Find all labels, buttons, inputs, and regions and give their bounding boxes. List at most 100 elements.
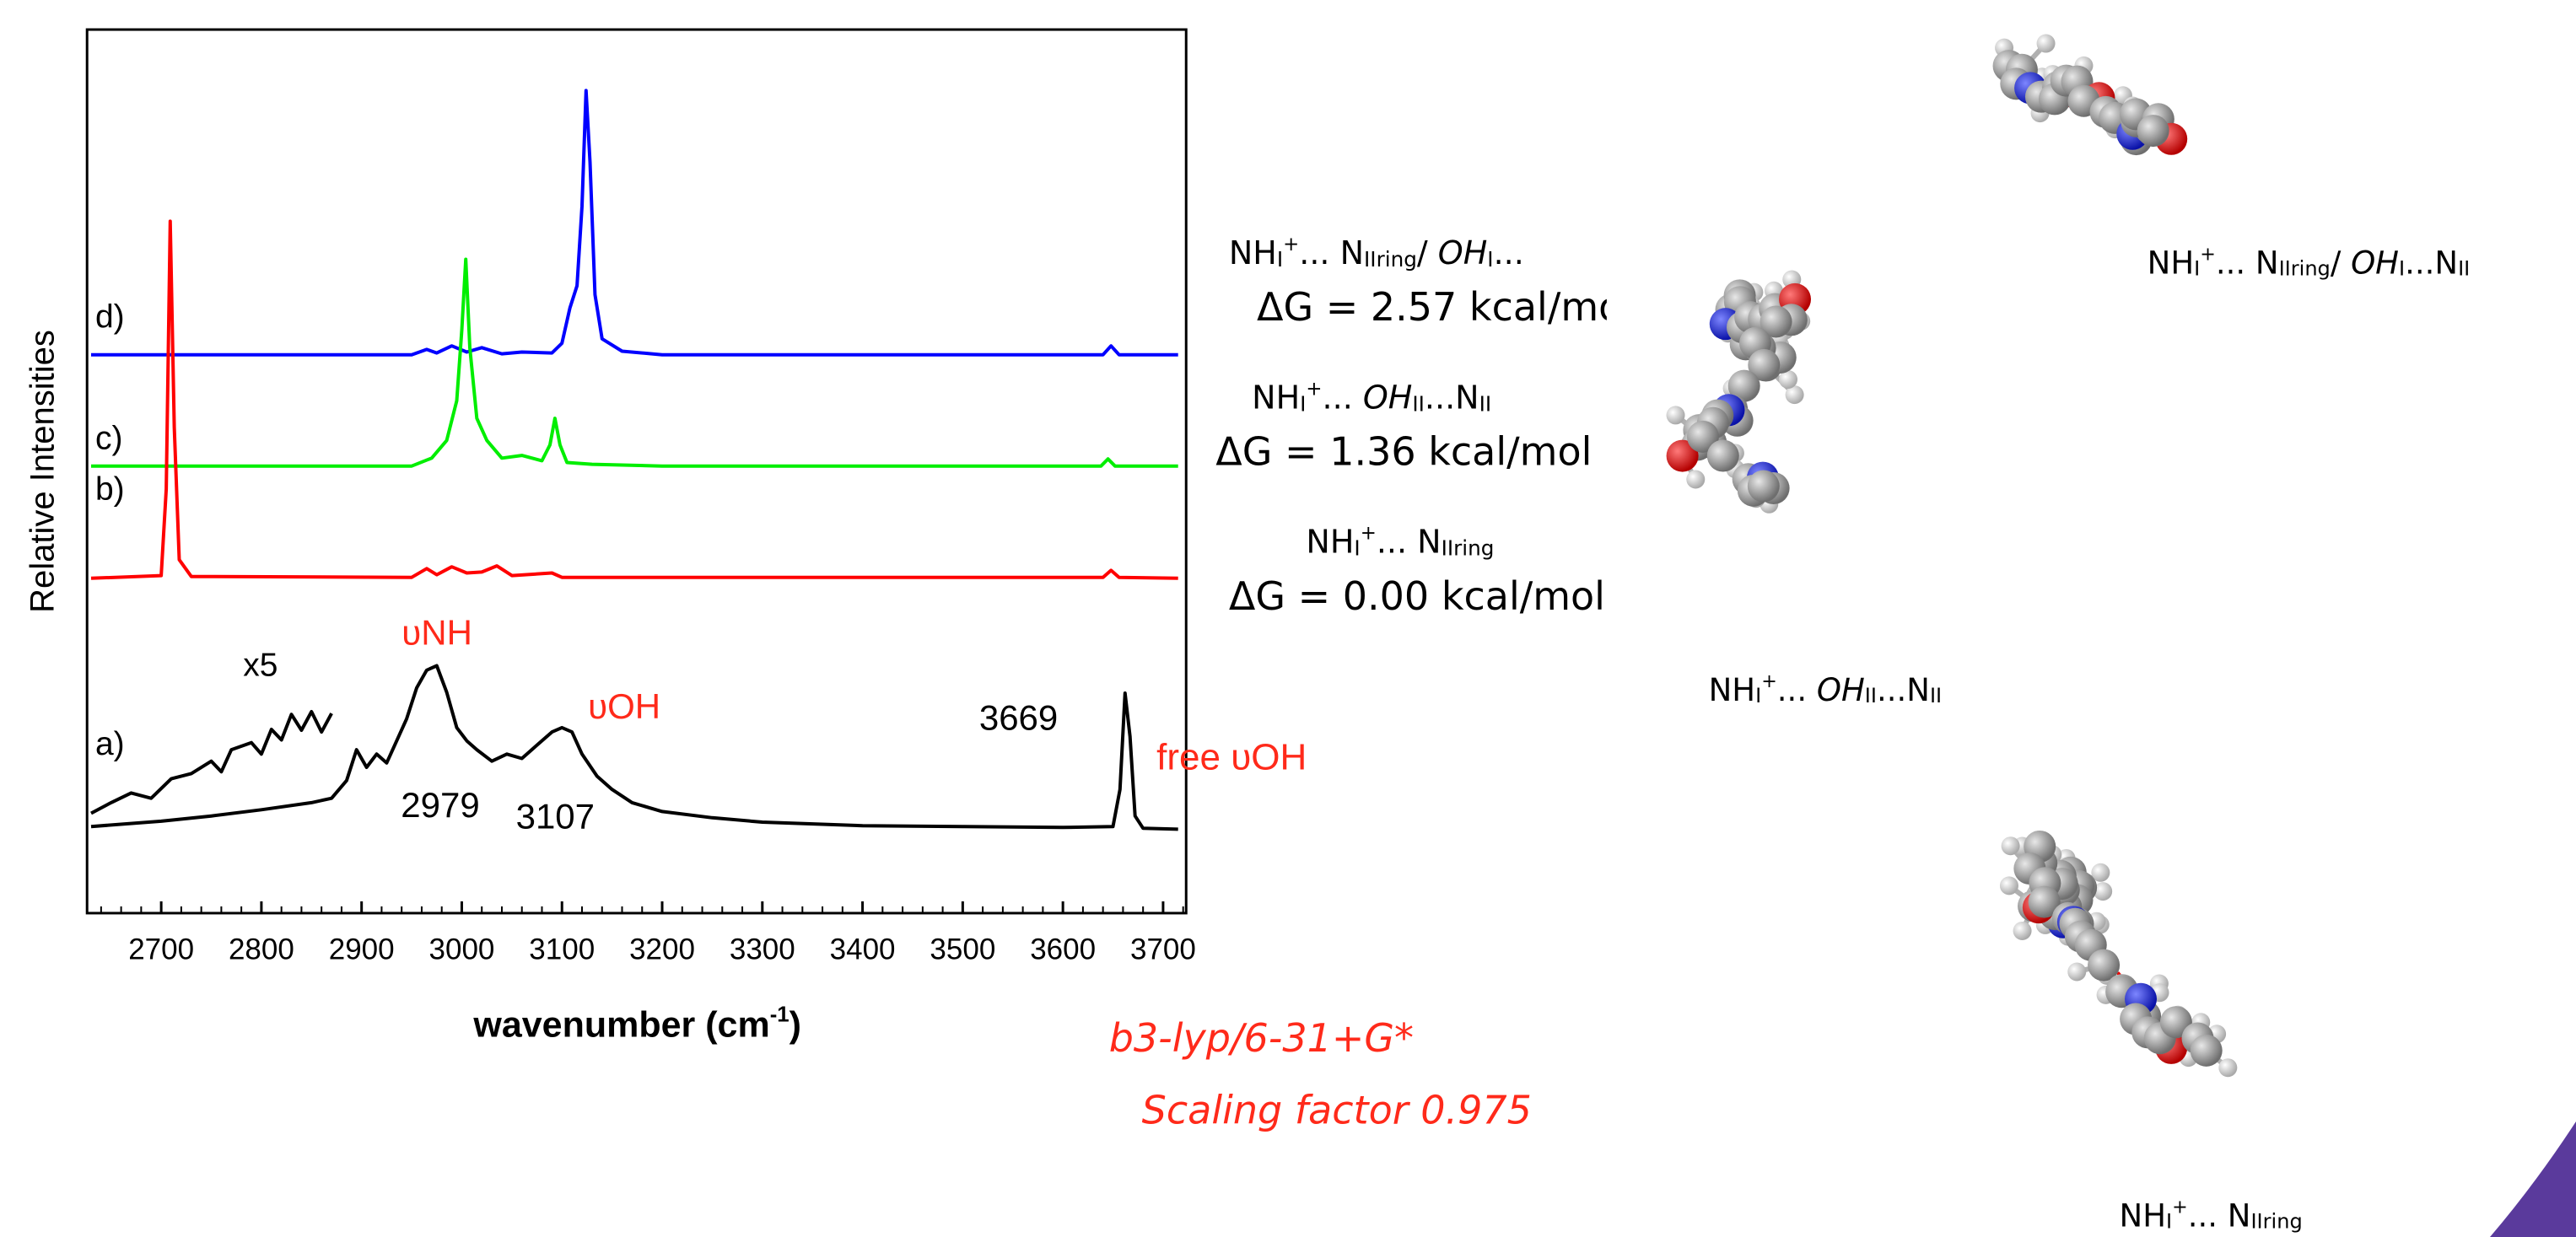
text-part: NH xyxy=(1229,234,1277,272)
text-part: ...N xyxy=(1425,379,1479,416)
x-tick-label: 2800 xyxy=(229,933,294,965)
conformer-name: NHI+... OHII...NII xyxy=(1252,378,1491,416)
text-part: ... N xyxy=(2188,1197,2251,1234)
text-part: OH xyxy=(1363,379,1412,416)
atom xyxy=(1686,470,1705,488)
atom xyxy=(2013,922,2032,940)
molecule xyxy=(1938,747,2472,1170)
text-part: II xyxy=(2458,257,2470,281)
text-part: I xyxy=(2166,1209,2172,1233)
atom xyxy=(2067,963,2086,982)
text-part: IIring xyxy=(1364,247,1417,272)
text-part: / xyxy=(1417,234,1438,272)
text-part: ... N xyxy=(1299,234,1364,272)
conformer-energy: ΔG = 0.00 kcal/mol xyxy=(1229,573,1605,619)
text-part: + xyxy=(1361,522,1377,544)
text-part: OH xyxy=(1438,234,1487,272)
method-note: b3-lyp/6-31+G* xyxy=(1109,1015,1414,1061)
text-part: ... N xyxy=(2216,245,2279,281)
text-part: NH xyxy=(1252,379,1300,416)
series-label: b) xyxy=(95,471,125,508)
annotation: υOH xyxy=(588,686,660,726)
text-part: OH xyxy=(2351,245,2399,281)
text-part: IIring xyxy=(2279,257,2331,281)
series-label: c) xyxy=(95,421,122,457)
atom xyxy=(1667,406,1685,424)
conformer-energy: ΔG = 1.36 kcal/mol xyxy=(1215,429,1592,475)
text-part: NH xyxy=(1306,524,1354,561)
text-part: I xyxy=(1755,684,1761,707)
conformer-name: NHI+... NIIring/ OHI... xyxy=(1229,234,1524,272)
scaling-note: Scaling factor 0.975 xyxy=(1142,1088,1532,1133)
text-part: I xyxy=(1354,536,1360,561)
annotation: 3669 xyxy=(979,698,1058,738)
x-tick-label: 3100 xyxy=(529,933,595,965)
annotation: 2979 xyxy=(401,785,479,825)
text-part: OH xyxy=(1817,672,1865,708)
annotation: free υOH xyxy=(1156,736,1307,777)
text-part: I xyxy=(1300,391,1306,416)
annotation: 3107 xyxy=(516,797,595,836)
x-tick-label: 3300 xyxy=(730,933,795,965)
atom xyxy=(1707,440,1739,472)
text-part: II xyxy=(1479,391,1492,416)
atom xyxy=(2191,1035,2223,1067)
text-part: IIring xyxy=(2250,1209,2302,1233)
atom xyxy=(2037,35,2056,53)
structure-name: NHI+... NIIring/ OHI...NII xyxy=(2148,244,2471,281)
x-tick-label: 3200 xyxy=(629,933,695,965)
x-tick-label: 3600 xyxy=(1030,933,1096,965)
text-part: / xyxy=(2331,245,2351,281)
spectrum-line xyxy=(91,221,1178,578)
atom xyxy=(1748,471,1780,503)
text-part: I xyxy=(2194,257,2200,281)
text-part: + xyxy=(1283,234,1299,255)
series-label: x5 xyxy=(243,647,278,683)
text-part: wavenumber (cm xyxy=(472,1004,769,1045)
text-part: IIring xyxy=(1442,536,1495,561)
molecule xyxy=(1607,177,2103,653)
text-part: + xyxy=(1761,670,1777,692)
atom xyxy=(2002,836,2020,855)
text-part: I xyxy=(1277,247,1283,272)
structure-name: NHI+... OHII...NII xyxy=(1709,670,1943,707)
x-tick-label: 3000 xyxy=(429,933,495,965)
structure-name: NHI+... NIIring xyxy=(2120,1196,2303,1233)
atom xyxy=(2000,876,2018,895)
text-part: ...N xyxy=(2405,245,2458,281)
conformer-name: NHI+... NIIring xyxy=(1306,522,1494,560)
series-label: d) xyxy=(95,298,125,335)
text-part: NH xyxy=(2120,1197,2167,1234)
text-part: -1 xyxy=(770,1003,790,1027)
conformer-energy: ΔG = 2.57 kcal/mol xyxy=(1257,284,1633,330)
atom xyxy=(2137,115,2169,147)
text-part: NH xyxy=(2148,245,2195,281)
x-axis-title: wavenumber (cm-1) xyxy=(472,1003,801,1046)
x-tick-label: 2900 xyxy=(329,933,395,965)
annotation: υNH xyxy=(401,612,472,652)
molecule xyxy=(1931,0,2465,184)
text-part: I xyxy=(1487,247,1493,272)
y-axis-title: Relative Intensities xyxy=(24,330,62,613)
text-part: ... xyxy=(1777,672,1817,708)
text-part: ...N xyxy=(1877,672,1930,708)
atom xyxy=(2218,1058,2237,1077)
spectrum-line xyxy=(91,260,1178,466)
slide: 2700280029003000310032003300340035003600… xyxy=(0,0,2576,1237)
text-part: ... xyxy=(1494,234,1524,272)
text-part: ... xyxy=(1323,379,1363,416)
x-tick-label: 3700 xyxy=(1130,933,1196,965)
text-part: + xyxy=(2172,1196,2188,1218)
corner-decoration xyxy=(2490,1121,2576,1237)
text-part: I xyxy=(2399,257,2405,281)
text-part: ) xyxy=(790,1004,801,1045)
text-part: II xyxy=(1865,684,1877,707)
text-part: + xyxy=(2200,244,2216,266)
x-tick-label: 3500 xyxy=(930,933,995,965)
series-label: a) xyxy=(95,726,125,762)
text-part: II xyxy=(1412,391,1425,416)
plot-frame xyxy=(87,30,1186,913)
x-tick-label: 2700 xyxy=(128,933,194,965)
spectrum-line xyxy=(91,90,1178,354)
text-part: II xyxy=(1930,684,1942,707)
